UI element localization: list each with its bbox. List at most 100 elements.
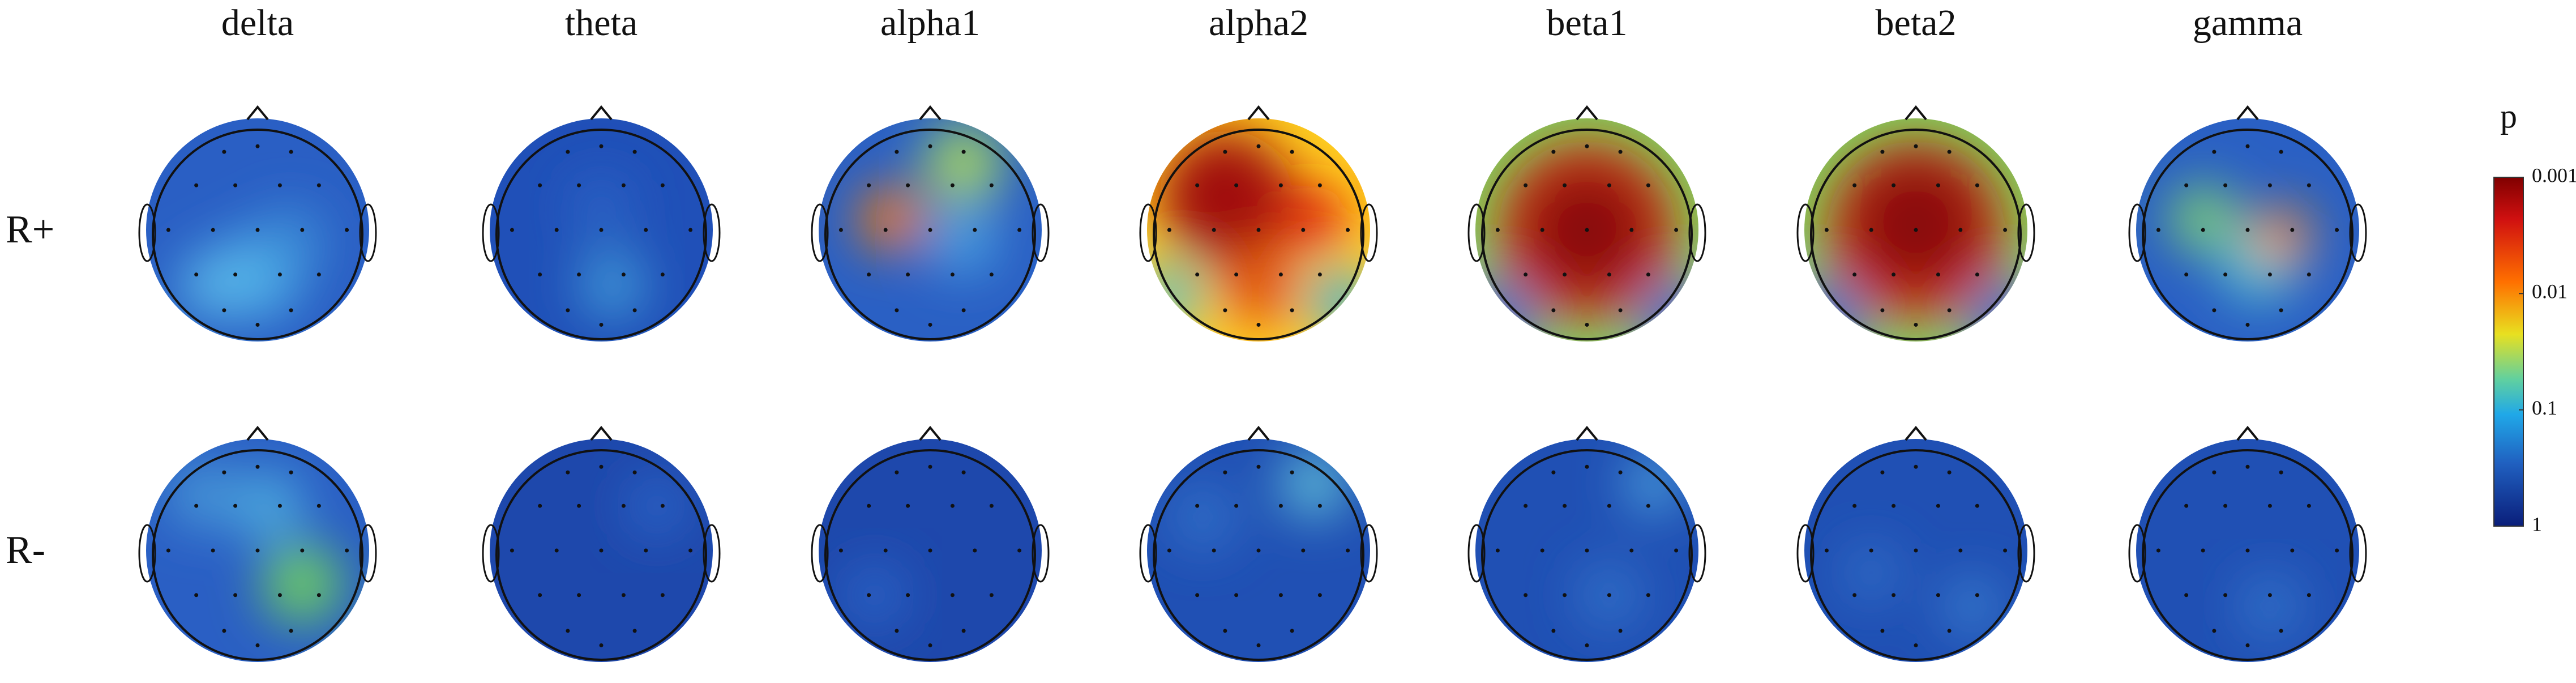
nose xyxy=(246,425,269,441)
topomaps xyxy=(138,105,2367,662)
electrode xyxy=(2156,548,2160,553)
electrode xyxy=(2267,183,2272,187)
electrode xyxy=(895,308,899,313)
electrode xyxy=(2307,183,2311,187)
electrode xyxy=(989,503,994,508)
electrode xyxy=(2184,183,2189,187)
electrode xyxy=(950,272,955,277)
electrode xyxy=(1880,629,1885,633)
electrode xyxy=(2201,228,2205,232)
ear xyxy=(703,203,721,262)
nose xyxy=(1247,105,1270,121)
map-blobs xyxy=(841,561,908,629)
electrode xyxy=(289,470,293,475)
electrode xyxy=(1975,183,1979,187)
electrode xyxy=(2223,183,2228,187)
electrode xyxy=(621,503,626,508)
blob xyxy=(1637,280,1698,342)
electrode xyxy=(961,308,966,313)
ear xyxy=(1360,524,1378,583)
electrode xyxy=(928,548,932,553)
blob xyxy=(1219,246,1298,325)
electrode xyxy=(950,183,955,187)
electrode xyxy=(1540,548,1544,553)
electrode xyxy=(1892,272,1896,277)
electrode xyxy=(660,272,665,277)
electrode xyxy=(1958,548,1963,553)
electrode xyxy=(2279,308,2283,313)
map-fill xyxy=(1475,118,1698,342)
ear xyxy=(1688,203,1706,262)
electrode xyxy=(1256,144,1261,148)
electrode xyxy=(1495,548,1500,553)
topomap xyxy=(1467,105,1706,342)
electrode xyxy=(1524,503,1528,508)
electrode xyxy=(1301,548,1306,553)
electrode xyxy=(1646,503,1650,508)
electrode xyxy=(632,629,637,633)
electrode xyxy=(1852,503,1857,508)
electrode xyxy=(644,548,648,553)
electrode xyxy=(1975,503,1979,508)
electrode xyxy=(688,228,693,232)
electrode xyxy=(1585,643,1589,647)
nose xyxy=(1576,425,1598,441)
ear xyxy=(1467,203,1486,262)
electrode xyxy=(1880,308,1885,313)
ear xyxy=(2128,203,2146,262)
blob xyxy=(1281,450,1348,517)
electrode xyxy=(2245,548,2250,553)
electrode xyxy=(211,228,215,232)
ear xyxy=(811,203,829,262)
electrode xyxy=(166,548,170,553)
electrode xyxy=(621,272,626,277)
blob xyxy=(263,545,341,624)
nose xyxy=(1905,425,1927,441)
blob xyxy=(1944,578,2000,634)
electrode xyxy=(1290,629,1294,633)
electrode xyxy=(1551,470,1556,475)
electrode xyxy=(1975,272,1979,277)
electrode xyxy=(688,548,693,553)
colorbar-tick-label: 1 xyxy=(2532,513,2542,535)
electrode xyxy=(621,593,626,597)
electrode xyxy=(1563,183,1567,187)
electrode xyxy=(316,593,321,597)
electrode xyxy=(1017,228,1022,232)
electrode xyxy=(2003,228,2008,232)
electrode xyxy=(1234,183,1239,187)
electrode xyxy=(1914,144,1918,148)
nose xyxy=(919,425,942,441)
head-outline xyxy=(1810,129,2022,340)
electrode xyxy=(1618,308,1623,313)
electrode xyxy=(2212,308,2216,313)
electrode xyxy=(1563,503,1567,508)
electrode xyxy=(1256,643,1261,647)
electrode xyxy=(1880,150,1885,154)
electrode xyxy=(1607,272,1611,277)
blob xyxy=(1804,280,1866,342)
electrode xyxy=(895,629,899,633)
electrode xyxy=(1223,470,1227,475)
map-blobs xyxy=(179,207,325,319)
blob xyxy=(2236,573,2304,640)
electrode xyxy=(277,593,282,597)
topomap xyxy=(138,105,377,342)
electrode xyxy=(1195,503,1200,508)
ear xyxy=(2017,524,2035,583)
electrode xyxy=(599,228,604,232)
nose xyxy=(1905,105,1927,121)
electrode xyxy=(1646,183,1650,187)
electrode xyxy=(1892,593,1896,597)
head-outline xyxy=(824,449,1036,661)
blob xyxy=(1169,483,1236,551)
electrode xyxy=(1540,228,1544,232)
electrode xyxy=(1607,593,1611,597)
electrode xyxy=(222,629,226,633)
electrode xyxy=(1278,503,1283,508)
electrode xyxy=(255,228,260,232)
electrode xyxy=(1563,593,1567,597)
colorbar-tick-label: 0.001 xyxy=(2532,164,2576,186)
electrode xyxy=(1256,228,1261,232)
electrode xyxy=(1195,593,1200,597)
